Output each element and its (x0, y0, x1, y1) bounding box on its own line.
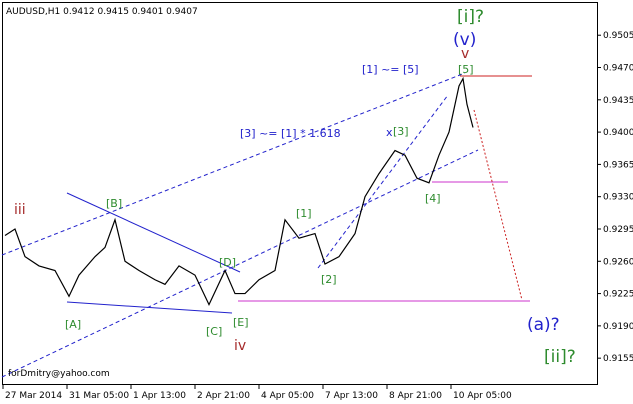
projection-line (473, 109, 523, 301)
annotation: [B] (106, 197, 122, 210)
trend-line (66, 301, 233, 314)
x-tick-label: 27 Mar 2014 (5, 391, 62, 401)
y-tick-label: 0.9365 (603, 160, 633, 170)
annotation: [E] (233, 316, 249, 329)
trend-line (66, 192, 241, 273)
annotation: [2] (321, 273, 337, 286)
y-tick-label: 0.9260 (603, 257, 633, 267)
x-tick-label: 31 Mar 05:00 (69, 391, 129, 401)
watermark: forDmitry@yahoo.com (8, 369, 110, 379)
annotation: v (461, 46, 469, 62)
annotation: iv (234, 338, 246, 354)
x-tick-label: 4 Apr 05:00 (261, 391, 314, 401)
annotation: iii (14, 202, 26, 218)
y-tick-label: 0.9505 (603, 31, 633, 41)
y-tick-label: 0.9155 (603, 354, 633, 364)
y-tick-label: 0.9400 (603, 128, 633, 138)
annotation: [D] (219, 256, 236, 269)
annotation: [3] (393, 125, 409, 138)
x-tick-label: 7 Apr 13:00 (325, 391, 378, 401)
x-tick-label: 8 Apr 21:00 (389, 391, 442, 401)
annotation: [C] (206, 325, 222, 338)
channel-line (317, 94, 449, 269)
channel-line (1, 72, 466, 256)
annotation: [ii]? (544, 347, 576, 367)
drawings (1, 72, 532, 378)
y-tick-label: 0.9330 (603, 193, 633, 203)
annotation: [A] (65, 318, 81, 331)
annotation: (a)? (527, 315, 560, 335)
channel-line (1, 149, 479, 378)
chart-title: AUDUSD,H1 0.9412 0.9415 0.9401 0.9407 (6, 7, 198, 17)
annotation: [1] (296, 207, 312, 220)
annotation: x (386, 126, 393, 139)
y-tick-label: 0.9190 (603, 322, 633, 332)
annotation: [1] ~= [5] (362, 63, 419, 76)
annotation: [3] ~= [1] * 1.618 (240, 127, 341, 140)
y-tick-label: 0.9295 (603, 225, 633, 235)
annotation: (v) (453, 30, 476, 50)
annotation: [5] (458, 63, 474, 76)
y-tick-label: 0.9225 (603, 290, 633, 300)
x-tick-label: 1 Apr 13:00 (133, 391, 186, 401)
x-tick-label: 2 Apr 21:00 (197, 391, 250, 401)
annotation: [4] (425, 192, 441, 205)
annotation: [i]? (457, 7, 484, 27)
y-tick-label: 0.9435 (603, 96, 633, 106)
plot-frame (2, 2, 598, 385)
y-tick-label: 0.9470 (603, 64, 633, 74)
price-line (4, 76, 474, 307)
x-tick-label: 10 Apr 05:00 (453, 391, 512, 401)
